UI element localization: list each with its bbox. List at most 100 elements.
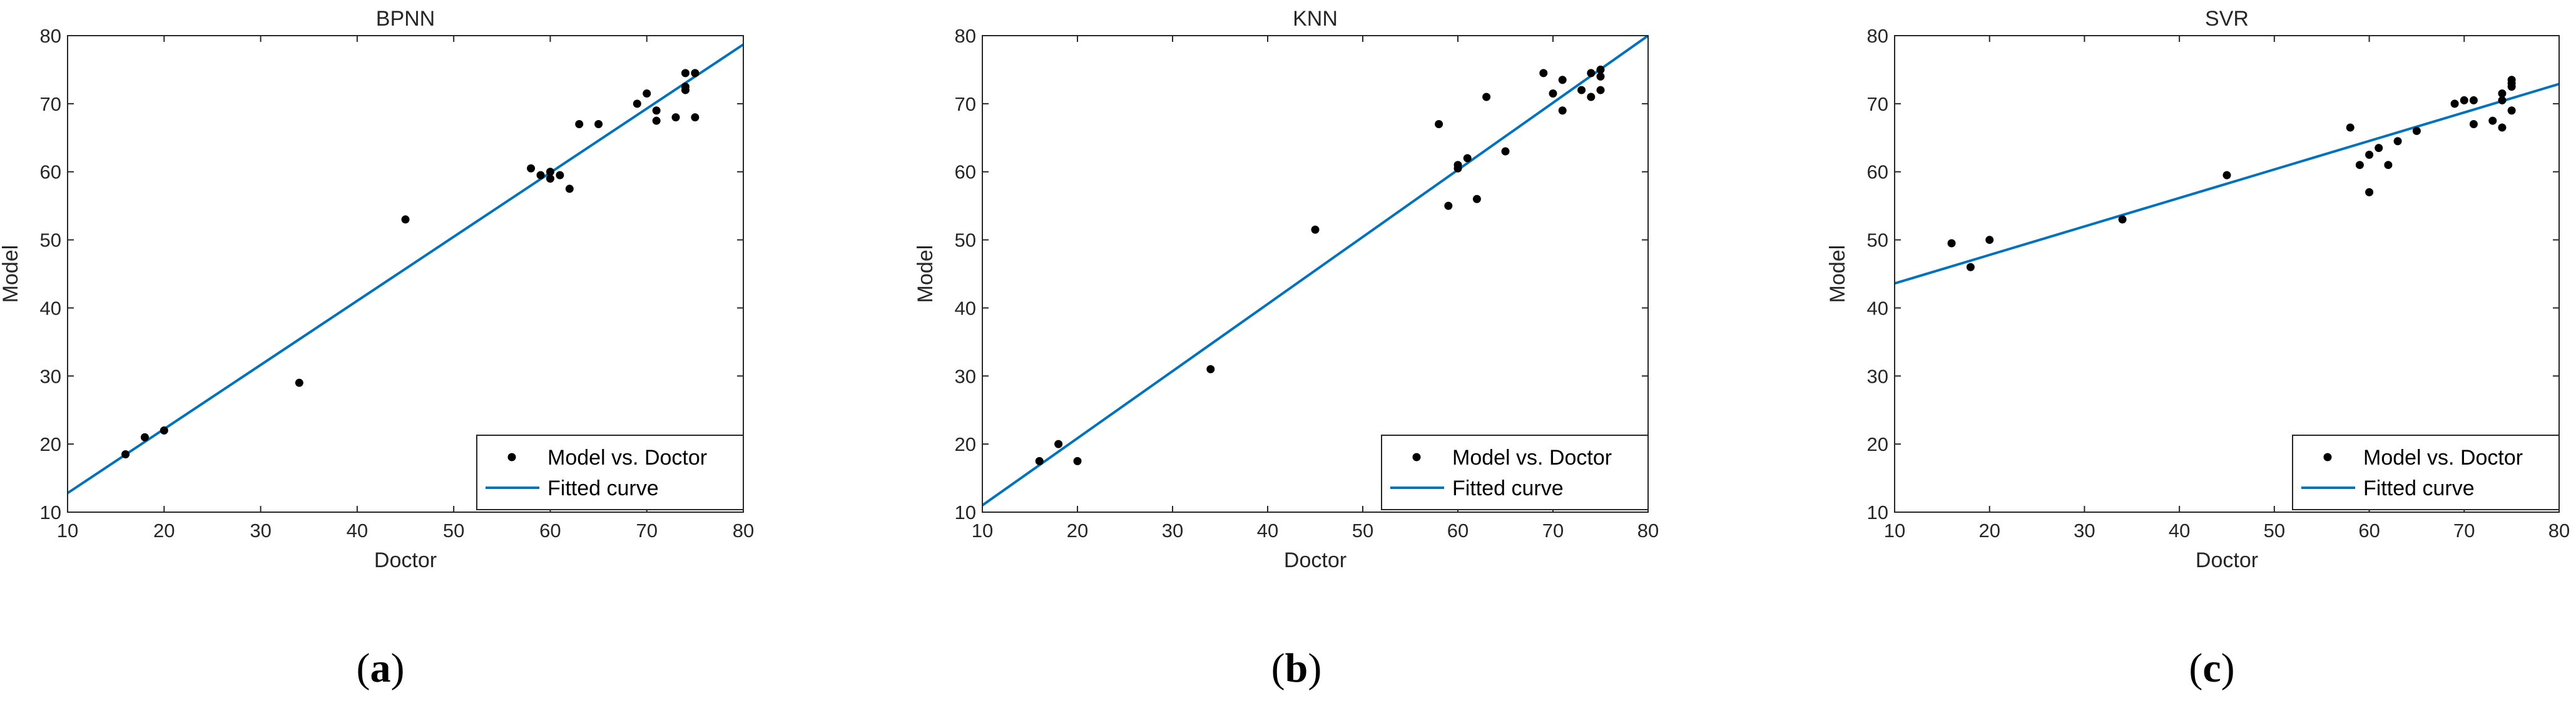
data-point (1985, 236, 1994, 245)
data-point (556, 171, 564, 179)
y-tick-label: 60 (40, 161, 61, 183)
data-point (2498, 96, 2507, 104)
x-tick-label: 70 (2453, 520, 2475, 542)
legend-entry-points: Model vs. Doctor (2363, 446, 2523, 470)
y-tick-label: 30 (955, 365, 976, 387)
y-tick-label: 60 (955, 161, 976, 183)
data-point (565, 184, 574, 193)
data-point (527, 164, 536, 173)
data-point (121, 450, 130, 458)
data-point (1577, 86, 1586, 94)
y-tick-label: 30 (1867, 365, 1888, 387)
fitted-curve-line (1895, 83, 2559, 285)
data-point (633, 99, 641, 108)
data-point (681, 83, 690, 91)
panel-caption: (c) (2189, 645, 2234, 691)
chart-panel-knn: KNN 10 20 30 40 50 60 70 80 10 20 30 40 50 60 70 80 Docto… (914, 7, 1659, 691)
data-point (295, 378, 303, 387)
data-point (1453, 164, 1462, 173)
data-point (2384, 161, 2393, 169)
data-point (1206, 365, 1215, 373)
x-axis-label: Doctor (374, 548, 437, 572)
data-point (691, 113, 700, 122)
data-point (2393, 137, 2402, 146)
data-point (2498, 89, 2507, 98)
data-point (671, 113, 680, 122)
caption-letter: a (370, 645, 391, 691)
legend-entry-points: Model vs. Doctor (547, 446, 707, 470)
legend: Model vs. Doctor Fitted curve (1381, 435, 1649, 510)
data-point (1435, 120, 1443, 129)
y-tick-label: 80 (955, 25, 976, 47)
data-point (160, 426, 168, 435)
x-tick-label: 10 (1884, 520, 1905, 542)
x-tick-label: 60 (1447, 520, 1469, 542)
data-point (691, 69, 700, 78)
axes-box (1894, 35, 2560, 513)
y-tick-label: 50 (40, 229, 61, 251)
y-tick-label: 10 (955, 502, 976, 523)
legend-box (2292, 435, 2560, 510)
x-tick-label: 30 (2074, 520, 2095, 542)
x-tick-label: 20 (1978, 520, 2000, 542)
legend-entry-fit: Fitted curve (547, 477, 659, 500)
data-point (1482, 93, 1491, 101)
x-tick-label: 80 (1637, 520, 1659, 542)
data-point (2460, 96, 2468, 104)
caption-close-paren: ) (391, 645, 405, 691)
data-point (1549, 89, 1557, 98)
y-tick-label: 80 (1867, 25, 1888, 47)
legend-box (476, 435, 744, 510)
data-point (1596, 65, 1605, 74)
x-tick-label: 10 (57, 520, 78, 542)
data-point (1596, 72, 1605, 81)
legend-marker-icon (507, 453, 516, 461)
caption-letter: c (2202, 645, 2221, 691)
data-point (1587, 93, 1596, 101)
data-point (1558, 76, 1567, 84)
legend-entry-fit: Fitted curve (1452, 477, 1564, 500)
data-point (1463, 154, 1472, 163)
y-tick-label: 20 (40, 433, 61, 455)
data-point (2507, 106, 2516, 115)
y-tick-label: 40 (40, 297, 61, 319)
x-tick-label: 10 (972, 520, 993, 542)
x-tick-label: 80 (733, 520, 754, 542)
data-point (575, 120, 584, 129)
y-tick-label: 10 (40, 502, 61, 523)
x-tick-label: 60 (539, 520, 561, 542)
data-point (401, 215, 410, 224)
chart-title: BPNN (376, 7, 435, 31)
chart-title: SVR (2205, 7, 2249, 31)
data-point (2469, 96, 2478, 104)
x-tick-label: 20 (1067, 520, 1088, 542)
x-axis-label: Doctor (2196, 548, 2258, 572)
data-point (2488, 116, 2497, 125)
x-tick-label: 40 (347, 520, 368, 542)
y-tick-label: 10 (1867, 502, 1888, 523)
data-point (2375, 144, 2383, 153)
data-point (1539, 69, 1548, 78)
data-point (652, 116, 661, 125)
legend: Model vs. Doctor Fitted curve (476, 435, 744, 510)
data-point (536, 171, 545, 179)
data-point (140, 433, 149, 441)
fitted-curve-line (982, 36, 1648, 507)
y-tick-label: 20 (1867, 433, 1888, 455)
y-tick-label: 50 (1867, 229, 1888, 251)
y-tick-label: 80 (40, 25, 61, 47)
data-point (2450, 99, 2459, 108)
data-point (594, 120, 603, 129)
y-tick-label: 60 (1867, 161, 1888, 183)
x-tick-label: 20 (153, 520, 175, 542)
y-tick-label: 30 (40, 365, 61, 387)
axes-box (982, 35, 1649, 513)
y-tick-label: 70 (40, 93, 61, 115)
fitted-curve-line (68, 43, 743, 495)
y-tick-label: 70 (1867, 93, 1888, 115)
y-axis-label: Model (914, 245, 937, 303)
x-tick-label: 50 (2264, 520, 2285, 542)
panel-caption: (b) (1271, 645, 1322, 691)
data-point (2469, 120, 2478, 129)
x-tick-label: 70 (1542, 520, 1564, 542)
